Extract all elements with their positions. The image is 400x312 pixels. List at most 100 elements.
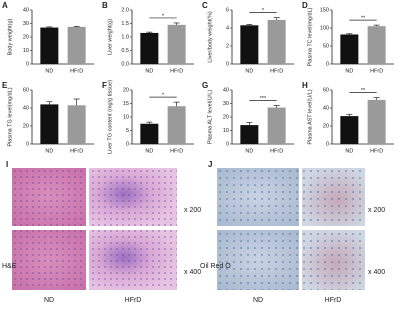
bar <box>340 116 359 144</box>
column-label: HFrD <box>325 297 342 304</box>
panel-letter: D <box>302 1 308 10</box>
y-tick-label: 20 <box>23 34 29 40</box>
bar <box>267 107 286 144</box>
y-tick-label: 30 <box>223 101 229 107</box>
y-tick-label: 6 <box>226 7 229 13</box>
bar <box>40 104 59 144</box>
y-tick-label: 60 <box>323 87 329 93</box>
bar <box>367 26 386 64</box>
bar <box>140 123 159 144</box>
x-tick-label: ND <box>45 68 53 74</box>
y-tick-label: 2.0 <box>121 7 129 13</box>
y-tick-label: 100 <box>320 25 329 31</box>
x-tick-label: HFrD <box>270 68 283 74</box>
x-tick-label: ND <box>345 68 353 74</box>
y-axis-label: Liver TG content (mg/g tissue) <box>107 80 113 154</box>
x-tick-label: HFrD <box>170 148 183 154</box>
x-tick-label: ND <box>245 148 253 154</box>
panel-letter: J <box>208 160 212 169</box>
y-tick-label: 0 <box>226 61 229 67</box>
x-tick-label: ND <box>145 148 153 154</box>
panel-letter: G <box>202 81 208 90</box>
bar <box>67 105 86 144</box>
bar <box>240 25 259 64</box>
panel-letter: E <box>2 81 8 90</box>
y-tick-label: 1.5 <box>121 21 129 27</box>
y-axis-label: Plasma TG level(mg/dL) <box>7 87 13 146</box>
significance-label: * <box>162 93 165 99</box>
bar <box>240 125 259 144</box>
x-tick-label: HFrD <box>170 68 183 74</box>
y-tick-label: 20 <box>123 87 129 93</box>
panel-letter: B <box>102 1 108 10</box>
bar <box>167 106 186 144</box>
y-tick-label: 10 <box>223 128 229 134</box>
y-tick-label: 0 <box>26 141 29 147</box>
y-tick-label: 0 <box>26 61 29 67</box>
micrograph-texture <box>302 168 365 226</box>
y-tick-label: 40 <box>223 87 229 93</box>
x-tick-label: ND <box>45 148 53 154</box>
y-axis-label: Body weight(g) <box>7 18 13 55</box>
y-axis-label: Liver/body weight(%) <box>207 11 213 63</box>
y-tick-label: 10 <box>123 114 129 120</box>
x-tick-label: HFrD <box>270 148 283 154</box>
significance-label: * <box>262 8 265 14</box>
micrograph-texture <box>89 230 177 290</box>
y-tick-label: 50 <box>323 43 329 49</box>
y-tick-label: 15 <box>123 101 129 107</box>
panel-letter: H <box>302 81 308 90</box>
x-tick-label: ND <box>345 148 353 154</box>
micrograph-texture <box>217 168 299 226</box>
significance-label: ** <box>361 16 366 22</box>
x-tick-label: ND <box>245 68 253 74</box>
y-tick-label: 5 <box>126 128 129 134</box>
y-axis-label: Plasma TC level(mg/dL) <box>307 7 313 66</box>
y-tick-label: 30 <box>23 21 29 27</box>
significance-label: * <box>162 13 165 19</box>
y-tick-label: 2 <box>226 43 229 49</box>
micrograph-texture <box>12 230 86 290</box>
panel-letter: A <box>2 1 8 10</box>
y-tick-label: 60 <box>23 87 29 93</box>
bar <box>367 99 386 144</box>
bar <box>140 32 159 64</box>
panel-letter: I <box>6 160 8 169</box>
y-axis-label: Plasma ALT level(U/L) <box>207 90 213 144</box>
bar <box>340 34 359 64</box>
y-tick-label: 1.0 <box>121 34 129 40</box>
bar <box>167 24 186 65</box>
significance-label: *** <box>260 96 267 102</box>
stain-label: Oil Red O <box>200 263 231 270</box>
y-tick-label: 40 <box>23 7 29 13</box>
micrograph-texture <box>89 168 177 226</box>
y-tick-label: 0.0 <box>121 61 129 67</box>
stain-label: H&E <box>2 263 17 270</box>
y-tick-label: 0 <box>326 141 329 147</box>
magnification-label: x 200 <box>368 207 385 214</box>
column-label: HFrD <box>125 297 142 304</box>
column-label: ND <box>44 297 54 304</box>
y-tick-label: 0 <box>226 141 229 147</box>
y-axis-label: Plasma AST level(U/L) <box>307 89 313 144</box>
column-label: ND <box>253 297 263 304</box>
y-tick-label: 10 <box>23 48 29 54</box>
bar <box>267 19 286 64</box>
y-tick-label: 0 <box>326 61 329 67</box>
x-tick-label: HFrD <box>70 68 83 74</box>
y-tick-label: 40 <box>323 105 329 111</box>
micrograph-texture <box>217 230 299 290</box>
y-tick-label: 40 <box>23 105 29 111</box>
panel-letter: C <box>202 1 208 10</box>
micrograph-texture <box>12 168 86 226</box>
bar <box>40 27 59 64</box>
x-tick-label: HFrD <box>370 68 383 74</box>
y-tick-label: 0.5 <box>121 48 129 54</box>
magnification-label: x 400 <box>184 269 201 276</box>
panel-letter: F <box>102 81 107 90</box>
micrograph-texture <box>302 230 365 290</box>
y-tick-label: 4 <box>226 25 229 31</box>
x-tick-label: HFrD <box>70 148 83 154</box>
